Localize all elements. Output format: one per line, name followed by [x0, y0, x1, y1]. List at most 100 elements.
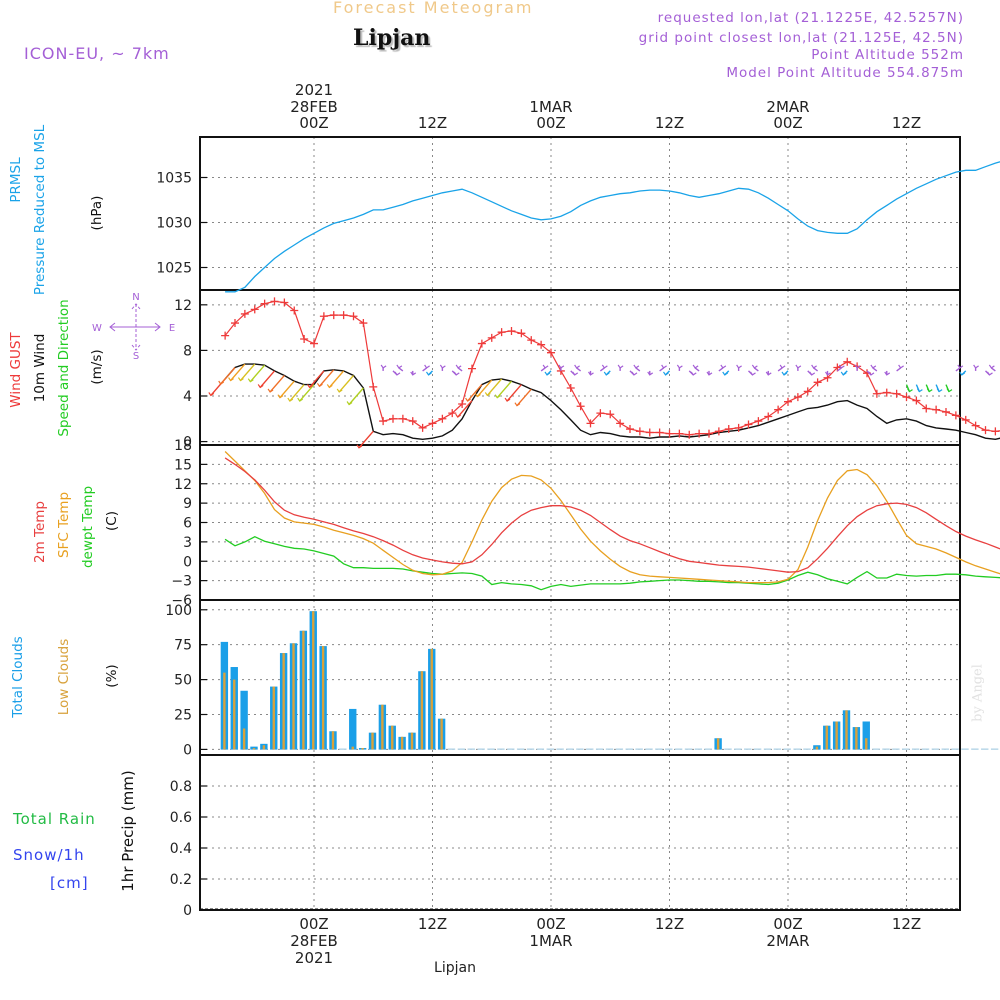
pressure-line — [225, 161, 1000, 293]
cloud-baseline — [971, 748, 979, 750]
wind-vector — [239, 363, 256, 382]
wind-vector — [576, 367, 582, 372]
wind-vector-head — [228, 377, 234, 382]
wind-vector-head — [453, 371, 460, 376]
cloud-baseline — [783, 748, 791, 750]
low-cloud-bar — [312, 611, 315, 750]
wind-vector-head — [661, 364, 667, 369]
requested-coords: requested lon,lat (21.1225E, 42.5257N) — [657, 10, 964, 26]
snow-unit-label: [cm] — [50, 874, 89, 892]
wind-vector — [486, 378, 503, 396]
low-cloud-bar — [430, 648, 433, 750]
top-date-label: 1MAR — [529, 98, 572, 116]
wind-vector — [540, 367, 546, 372]
low-cloud-bar — [223, 672, 226, 750]
gust-marker — [784, 397, 792, 406]
wind-vector — [457, 367, 463, 372]
wind-vector-head — [326, 384, 333, 389]
gust-marker — [596, 409, 605, 418]
gust-marker — [606, 410, 615, 419]
gust-marker — [754, 417, 763, 426]
wind-vector-head — [765, 371, 772, 376]
cloud-baseline — [655, 748, 663, 750]
top-date-label: 28FEB — [290, 98, 337, 116]
cloud-baseline — [605, 748, 614, 750]
gust-marker — [793, 393, 802, 402]
wind-vector — [836, 367, 842, 372]
wind-vector — [506, 384, 522, 402]
low-cloud-bar — [321, 646, 325, 750]
cloud-baseline — [882, 748, 890, 750]
wind-vector-head — [424, 364, 430, 369]
wind-vector — [358, 430, 374, 449]
total-cloud-bar — [349, 708, 357, 750]
wind-vector-head — [959, 371, 966, 376]
gust-marker — [843, 357, 852, 366]
gust-marker — [942, 407, 950, 416]
wind-vector-head — [631, 371, 638, 376]
wind-vector — [457, 400, 473, 418]
cloud-baseline — [566, 748, 574, 750]
wind-vector — [516, 388, 532, 407]
cloud-baseline — [536, 748, 545, 750]
cloud-baseline — [457, 748, 466, 750]
gust-marker — [734, 423, 743, 432]
gust-marker — [724, 425, 733, 434]
low-cloud-bar — [845, 710, 848, 750]
gust-marker — [260, 299, 269, 308]
wind-vector-head — [936, 388, 943, 393]
low-cloud-bar — [440, 718, 443, 750]
wind-vector-head — [247, 378, 254, 383]
gust-marker — [369, 382, 378, 391]
y-tick-label: 1025 — [156, 261, 192, 277]
wind-vector-head — [854, 364, 861, 369]
bottom-time-tick-label: 00Z — [299, 915, 328, 933]
gust-marker — [221, 331, 230, 340]
wind-vector-head — [542, 364, 549, 369]
cloud-baseline — [763, 748, 772, 750]
low-cloud-bar — [420, 671, 424, 750]
gust-marker — [991, 427, 1000, 436]
low-cloud-bar — [381, 704, 384, 750]
low-cloud-bar — [242, 728, 246, 750]
model-altitude: Model Point Altitude 554.875m — [726, 65, 964, 81]
low-cloud-bar — [865, 738, 868, 750]
wind-vector-head — [926, 388, 933, 393]
gust-marker — [359, 319, 368, 328]
cloud-baseline — [941, 748, 949, 750]
total-cloud-bar — [862, 721, 870, 750]
gust-marker — [922, 404, 931, 413]
cloud-baseline — [625, 748, 633, 750]
wind-vector — [328, 370, 345, 388]
top-time-tick-label: 12Z — [418, 114, 447, 132]
wind-vector — [467, 384, 483, 402]
gust-marker — [695, 429, 704, 438]
cloud-baseline — [773, 748, 782, 750]
cloud-baseline — [990, 748, 999, 750]
model-label: ICON-EU, ~ 7km — [24, 44, 170, 63]
y-tick-label: 0.2 — [170, 872, 192, 888]
wind-vector-head — [840, 371, 847, 376]
wind-vector — [659, 367, 665, 372]
cloud-baseline — [635, 748, 643, 750]
low-cloud-bar — [371, 732, 374, 750]
gust-marker — [290, 306, 299, 315]
low-cloud-bar — [292, 643, 295, 750]
y-tick-label: 1035 — [156, 171, 192, 187]
wind-vector — [813, 367, 819, 372]
wind-vector — [269, 375, 285, 393]
sfc-temp-line — [224, 451, 1000, 584]
gust-marker — [547, 348, 555, 357]
cloud-baseline — [487, 748, 495, 750]
wind-vector — [279, 380, 295, 399]
cloud-baseline — [477, 748, 485, 750]
gust-marker — [951, 411, 960, 420]
y-tick-label: 15 — [174, 457, 192, 473]
bottom-date-label: 2MAR — [766, 932, 809, 950]
wind-vector — [338, 375, 355, 393]
gust-marker — [932, 405, 941, 414]
gust-marker — [744, 420, 753, 429]
wind-vector — [955, 367, 961, 372]
y-tick-label: 0 — [183, 903, 192, 919]
